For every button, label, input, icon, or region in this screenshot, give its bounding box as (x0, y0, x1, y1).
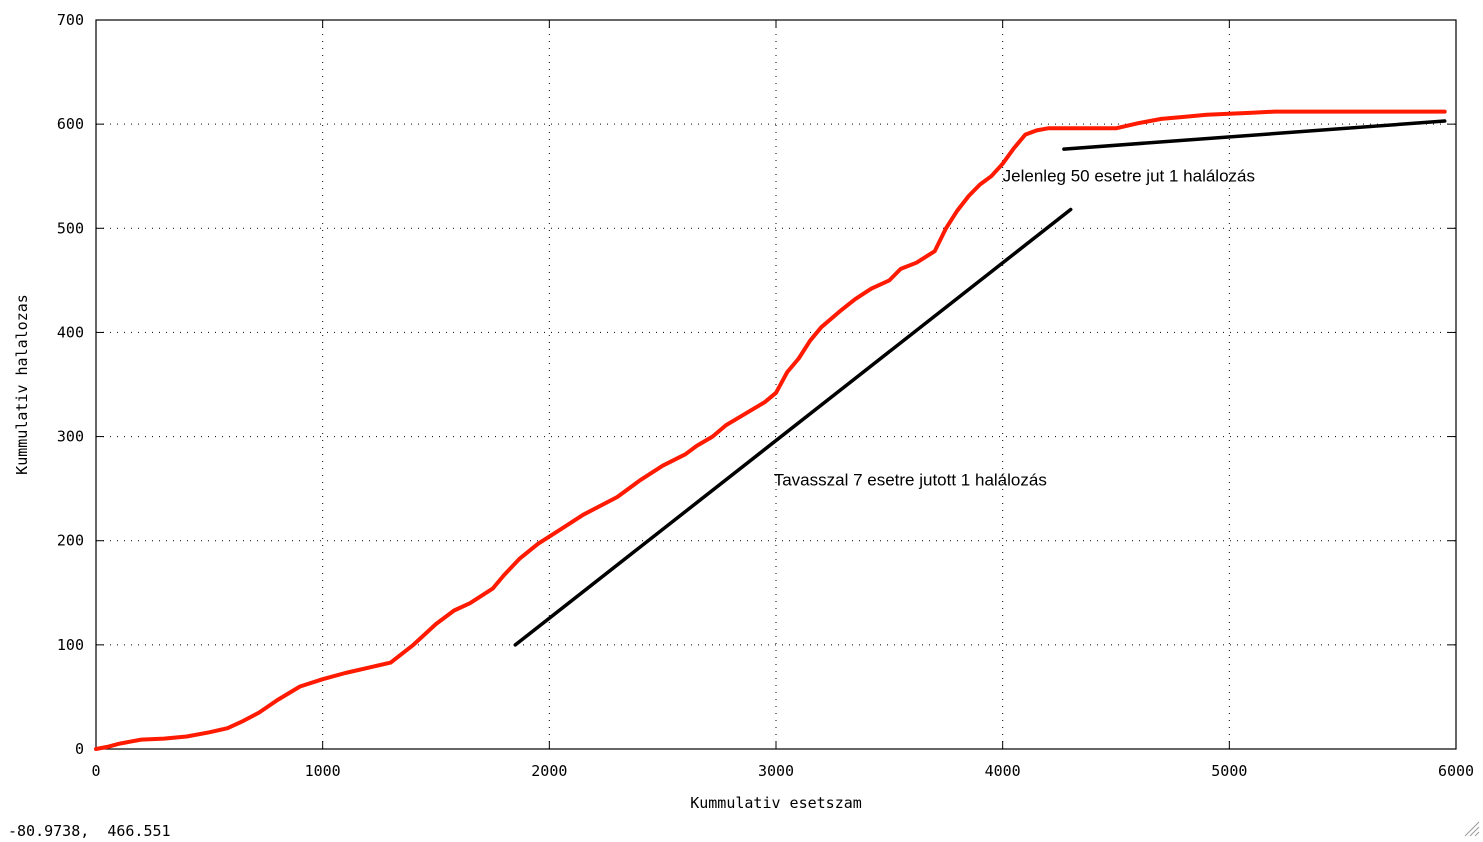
y-tick-label: 300 (57, 428, 84, 446)
x-tick-label: 0 (91, 762, 100, 780)
y-tick-label: 200 (57, 532, 84, 550)
y-tick-label: 100 (57, 636, 84, 654)
series-group (94, 109, 1447, 751)
annotations: Jelenleg 50 esetre jut 1 halálozás Tavass… (774, 166, 1255, 489)
y-tick-label: 0 (75, 740, 84, 758)
x-tick-label: 6000 (1438, 762, 1474, 780)
x-tick-label: 2000 (531, 762, 567, 780)
coordinate-readout: -80.9738, 466.551 (8, 822, 171, 840)
x-axis-label: Kummulativ esetszam (690, 794, 862, 812)
x-tick-label: 1000 (305, 762, 341, 780)
series-line-trend-1 (513, 207, 1073, 647)
grid (96, 20, 1456, 749)
y-tick-label: 700 (57, 11, 84, 29)
annotation-text: Tavasszal 7 esetre jutott 1 halálozás (774, 471, 1047, 490)
axis-ticks: 0 1000 2000 3000 4000 5000 6000 0 100 200 300 400 50… (57, 11, 1474, 780)
resize-grip-icon[interactable] (1461, 818, 1481, 838)
x-tick-label: 5000 (1211, 762, 1247, 780)
y-tick-label: 400 (57, 323, 84, 341)
y-tick-label: 500 (57, 219, 84, 237)
y-axis-label: Kummulativ halalozas (13, 294, 31, 475)
series-line-trend-2 (1062, 119, 1447, 151)
annotation-text: Jelenleg 50 esetre jut 1 halálozás (1003, 166, 1255, 185)
y-tick-label: 600 (57, 115, 84, 133)
x-tick-label: 4000 (985, 762, 1021, 780)
x-tick-label: 3000 (758, 762, 794, 780)
series-line-cumulative-deaths (94, 109, 1447, 751)
